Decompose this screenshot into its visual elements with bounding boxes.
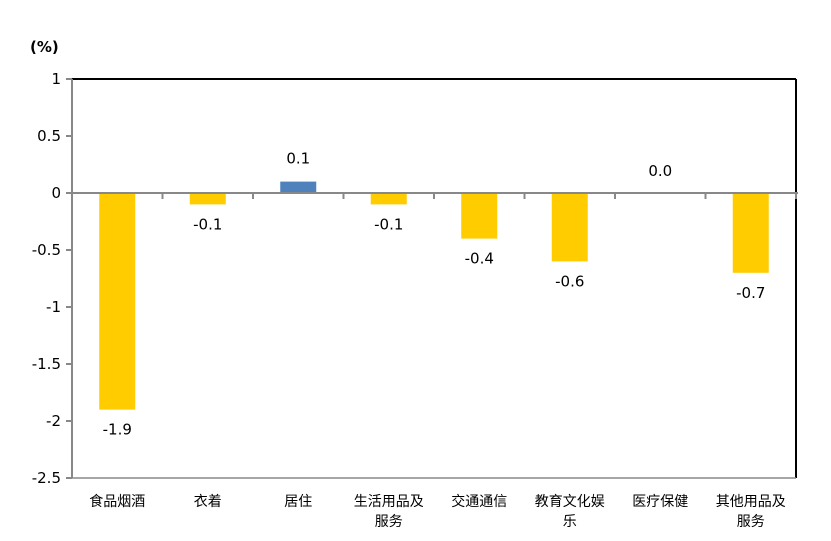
x-category-label: 医疗保健 xyxy=(632,494,688,510)
data-label: -0.4 xyxy=(465,250,494,268)
bar xyxy=(551,193,588,262)
data-label: -0.7 xyxy=(736,284,765,302)
x-category-label: 生活用品及 xyxy=(354,494,424,510)
y-tick-label: 0 xyxy=(51,184,61,202)
data-label: 0.1 xyxy=(286,150,310,168)
x-category-label: 交通通信 xyxy=(451,493,507,510)
x-category-label: 食品烟酒 xyxy=(89,493,145,510)
y-axis-unit-label: (%) xyxy=(30,38,59,56)
y-tick-label: 0.5 xyxy=(37,127,61,145)
bar xyxy=(99,193,136,410)
data-label: -0.1 xyxy=(193,215,222,233)
y-tick-label: -1 xyxy=(46,298,61,316)
y-tick-label: 1 xyxy=(51,70,61,88)
y-tick-label: -2 xyxy=(46,412,61,430)
x-category-label: 衣着 xyxy=(194,494,222,510)
bar xyxy=(370,193,407,205)
data-label: -1.9 xyxy=(103,421,132,439)
y-tick-label: -2.5 xyxy=(32,469,61,487)
x-category-label: 服务 xyxy=(375,514,403,530)
data-label: -0.6 xyxy=(555,272,584,290)
data-label: 0.0 xyxy=(648,162,672,180)
bar xyxy=(189,193,226,205)
y-tick-label: -0.5 xyxy=(32,241,61,259)
bar xyxy=(732,193,769,273)
x-category-label: 居住 xyxy=(284,494,312,510)
data-label: -0.1 xyxy=(374,215,403,233)
bar xyxy=(461,193,498,239)
bar xyxy=(280,181,317,193)
x-category-label: 乐 xyxy=(563,514,577,530)
x-category-label: 教育文化娱 xyxy=(535,494,605,510)
y-tick-label: -1.5 xyxy=(32,355,61,373)
x-category-label: 服务 xyxy=(737,514,765,530)
x-category-label: 其他用品及 xyxy=(716,494,786,510)
